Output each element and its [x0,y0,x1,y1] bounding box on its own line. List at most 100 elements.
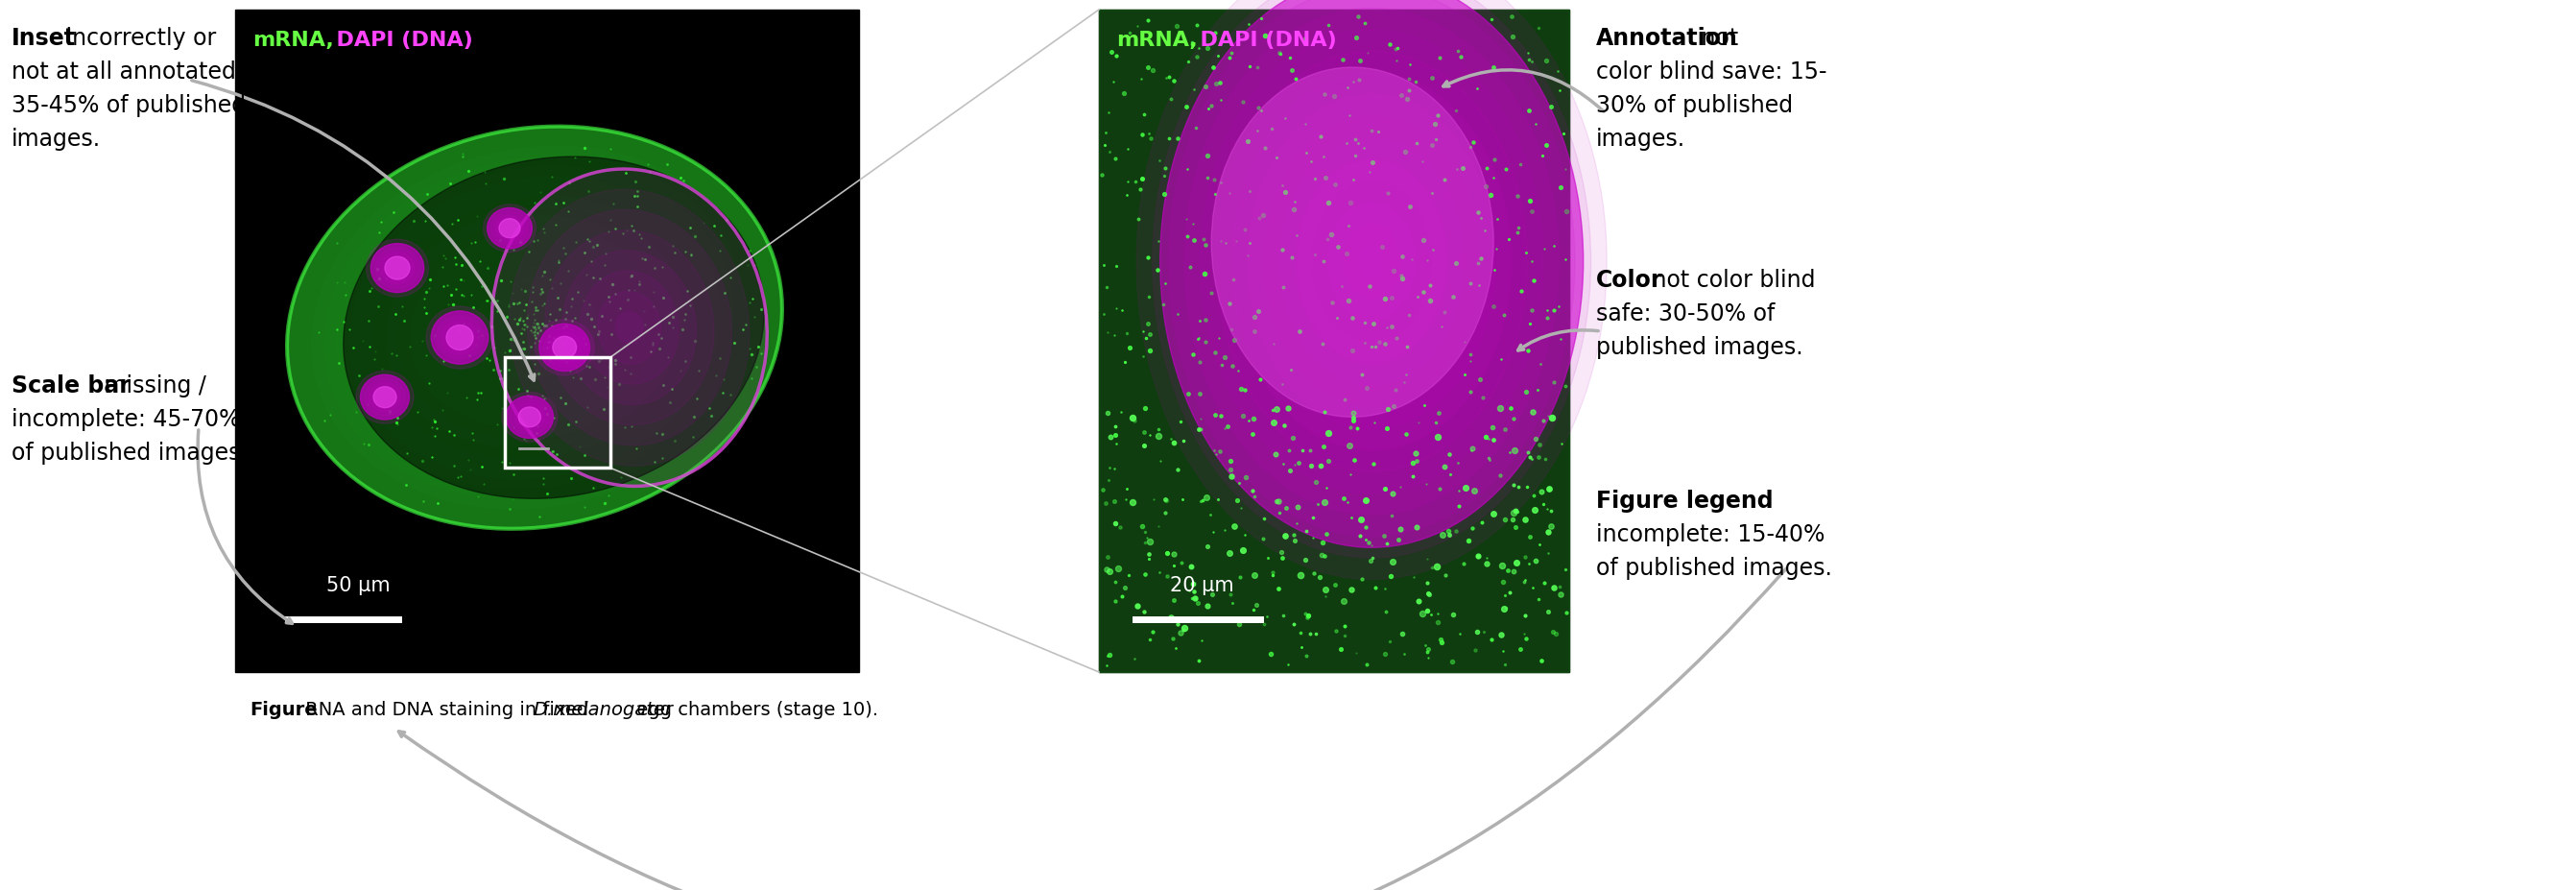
Ellipse shape [381,252,415,284]
Ellipse shape [487,207,533,248]
Ellipse shape [1360,246,1383,277]
Ellipse shape [1136,0,1607,579]
Ellipse shape [1265,116,1479,407]
Ellipse shape [446,325,474,350]
Ellipse shape [554,336,577,359]
Ellipse shape [538,324,590,371]
Bar [505,358,611,468]
Ellipse shape [538,324,590,371]
Ellipse shape [528,210,732,445]
Ellipse shape [562,251,696,405]
Ellipse shape [495,215,523,241]
Text: of published images.: of published images. [10,441,247,465]
Ellipse shape [410,227,659,428]
Ellipse shape [1216,52,1528,472]
Ellipse shape [598,291,662,364]
Ellipse shape [286,126,783,529]
Ellipse shape [510,190,750,465]
Bar [1100,10,1569,672]
Text: of published images.: of published images. [1597,556,1832,579]
Ellipse shape [399,217,670,438]
Ellipse shape [505,396,554,438]
Text: mRNA,: mRNA, [252,31,335,50]
Ellipse shape [366,378,404,416]
Ellipse shape [1311,181,1432,342]
Text: not at all annotated:: not at all annotated: [10,61,245,84]
Ellipse shape [376,247,420,288]
Ellipse shape [425,306,495,368]
Ellipse shape [554,336,577,359]
Ellipse shape [1329,202,1414,320]
Text: not color blind: not color blind [1646,269,1816,292]
Ellipse shape [515,403,546,431]
Ellipse shape [1200,29,1543,493]
Ellipse shape [384,256,410,279]
Ellipse shape [492,169,768,486]
Ellipse shape [371,244,425,293]
Ellipse shape [536,320,595,376]
Ellipse shape [544,328,585,367]
Ellipse shape [1151,0,1592,558]
Ellipse shape [448,257,621,398]
Ellipse shape [435,247,634,408]
Ellipse shape [510,400,549,434]
Ellipse shape [500,219,520,238]
Text: mRNA,: mRNA, [1115,31,1198,50]
Ellipse shape [348,177,721,479]
Ellipse shape [484,287,585,368]
Ellipse shape [355,371,415,424]
Ellipse shape [580,271,677,384]
Text: Figure legend: Figure legend [1597,490,1772,513]
Ellipse shape [1249,94,1494,428]
Text: missing /: missing / [98,375,206,398]
Text: Inset: Inset [10,27,75,50]
Ellipse shape [446,325,474,350]
Bar [1100,10,1569,672]
Ellipse shape [430,311,489,364]
Ellipse shape [1231,73,1512,449]
Text: 30% of published: 30% of published [1597,93,1793,117]
Ellipse shape [422,237,647,418]
Ellipse shape [1296,159,1448,363]
Ellipse shape [361,375,410,419]
Ellipse shape [1159,0,1584,547]
Ellipse shape [386,206,683,449]
Text: color blind save: 15-: color blind save: 15- [1597,61,1826,84]
Ellipse shape [343,157,765,498]
Ellipse shape [546,231,714,425]
Ellipse shape [374,197,696,458]
Text: incomplete: 15-40%: incomplete: 15-40% [1597,523,1824,546]
Ellipse shape [374,386,397,408]
Ellipse shape [492,212,528,245]
Ellipse shape [337,166,732,489]
Ellipse shape [502,392,556,442]
Ellipse shape [461,267,608,388]
Ellipse shape [549,332,582,363]
Ellipse shape [374,386,397,408]
Ellipse shape [440,320,479,355]
Ellipse shape [500,219,520,238]
Text: 20 μm: 20 μm [1170,576,1234,595]
Ellipse shape [361,187,708,468]
Ellipse shape [518,407,541,427]
Text: Annotation: Annotation [1597,27,1739,50]
Ellipse shape [1185,8,1558,514]
Ellipse shape [371,244,425,293]
Ellipse shape [474,278,598,378]
Ellipse shape [484,204,536,252]
Text: D.melanogater: D.melanogater [533,700,672,719]
Ellipse shape [361,375,410,419]
Ellipse shape [1211,68,1494,417]
Text: egg chambers (stage 10).: egg chambers (stage 10). [631,700,878,719]
Text: incorrectly or: incorrectly or [59,27,216,50]
Text: published images.: published images. [1597,336,1803,359]
Ellipse shape [430,311,489,364]
Ellipse shape [487,207,533,248]
Ellipse shape [518,407,541,427]
Ellipse shape [505,396,554,438]
Text: 50 μm: 50 μm [327,576,392,595]
Ellipse shape [325,157,744,498]
Text: RNA and DNA staining in fixed: RNA and DNA staining in fixed [299,700,595,719]
Ellipse shape [312,147,757,509]
Bar [234,10,858,672]
